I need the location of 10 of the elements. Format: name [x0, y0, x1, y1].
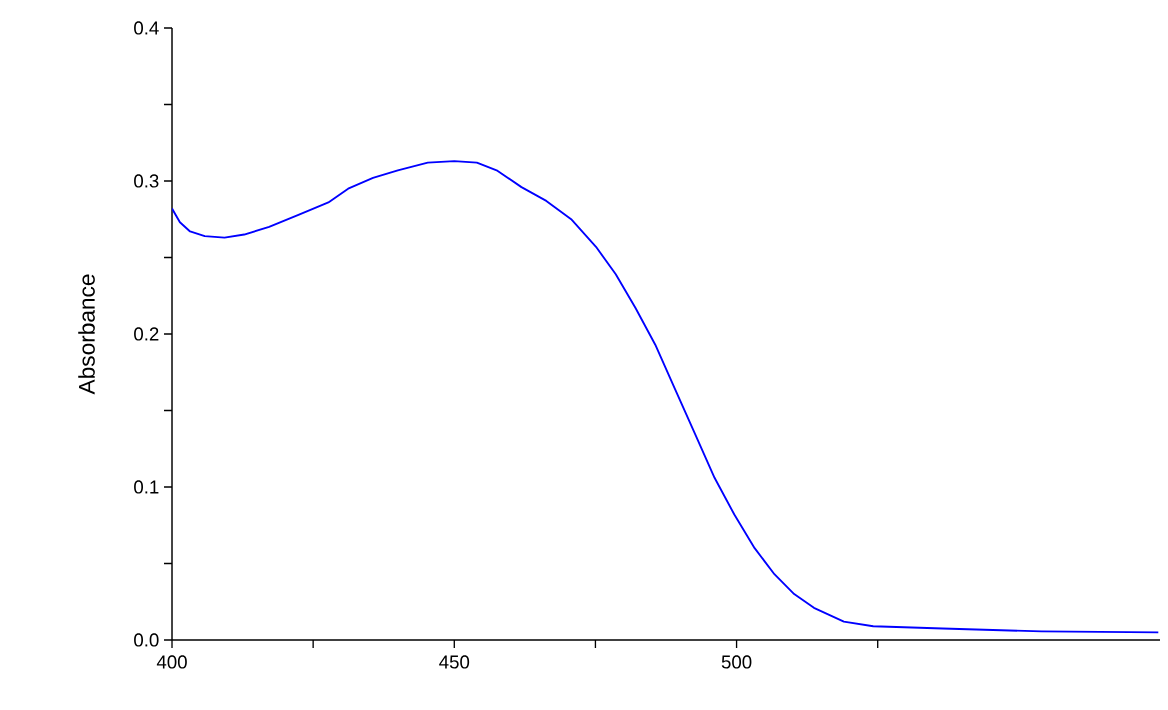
x-tick-label: 500	[721, 655, 752, 669]
y-tick-label: 0.4	[134, 21, 159, 35]
x-tick-label: 400	[156, 655, 187, 669]
y-tick-label: 0.2	[134, 327, 159, 341]
y-axis-title: Absorbance	[78, 274, 95, 395]
line-series	[172, 160, 1160, 634]
y-tick-label: 0.0	[134, 633, 159, 647]
y-tick-label: 0.1	[134, 480, 159, 494]
x-tick-label: 450	[439, 655, 470, 669]
y-tick-label: 0.3	[134, 174, 159, 188]
